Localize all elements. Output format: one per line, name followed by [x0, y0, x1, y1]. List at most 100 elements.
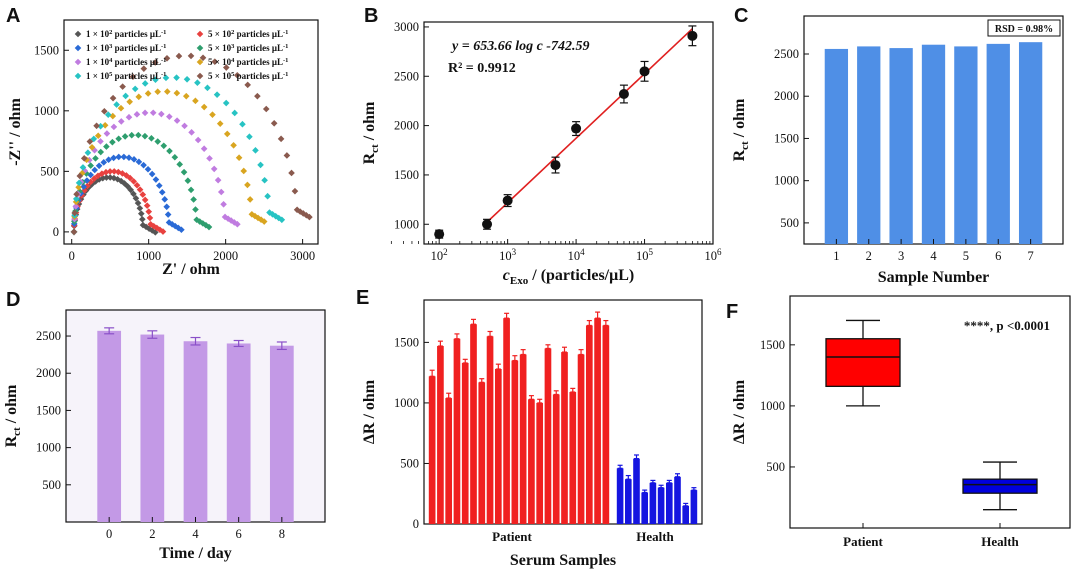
data-point [163, 54, 171, 62]
y-axis-title-text: ΔR / ohm [731, 379, 748, 444]
data-point [154, 88, 161, 96]
data-point [136, 204, 144, 212]
data-point [94, 132, 102, 140]
annotation-box [987, 19, 1061, 37]
y-axis-title-rest: / ohm [3, 384, 20, 427]
y-tick-label: 0 [53, 225, 59, 239]
data-point [152, 76, 159, 84]
legend-unit: particles μL [234, 57, 283, 67]
data-point [257, 216, 265, 224]
x-tick-base: 10 [568, 249, 581, 263]
x-tick-label: 1 [833, 249, 839, 263]
data-point [75, 179, 83, 187]
legend-exp: 2 [109, 29, 112, 36]
fit-line [486, 28, 693, 223]
data-point [210, 165, 218, 173]
x-tick-exp: 4 [580, 247, 585, 257]
data-point [251, 212, 259, 220]
data-point [126, 98, 133, 106]
x-category-label: Patient [843, 534, 883, 549]
legend-unit-exp: -1 [283, 43, 288, 50]
bar [954, 46, 978, 245]
bar-health [633, 458, 640, 524]
data-point [159, 228, 167, 235]
y-axis-title-sub: ct [11, 427, 23, 436]
data-point [130, 190, 137, 198]
data-point [184, 177, 192, 185]
data-point [133, 111, 141, 118]
data-point [162, 74, 170, 82]
data-point [687, 30, 698, 41]
bar-patient [494, 369, 502, 524]
bar [269, 345, 294, 522]
legend-unit-exp: -1 [161, 57, 166, 64]
data-point [75, 200, 83, 208]
data-point [166, 113, 173, 120]
y-axis-title-sub: ct [369, 144, 381, 153]
data-point [110, 168, 118, 175]
bar [986, 43, 1010, 244]
data-point [269, 211, 276, 218]
fit-r2: R² = 0.9912 [448, 61, 516, 76]
legend-exp: 4 [231, 57, 235, 64]
legend-coef: 5 × 10 [208, 57, 232, 67]
data-point [106, 168, 114, 175]
legend-unit-exp: -1 [161, 43, 166, 50]
legend-unit: particles μL [112, 43, 161, 53]
y-axis-title: Rct / ohm [3, 384, 23, 447]
data-point [158, 188, 166, 196]
bar-health [657, 487, 665, 524]
data-point [126, 174, 134, 182]
y-tick-label: 500 [780, 216, 799, 230]
y-tick-label: 2500 [774, 47, 799, 61]
data-point [220, 201, 227, 208]
legend-unit: particles μL [234, 71, 283, 81]
x-axis-title: cExo / (particles/μL) [503, 267, 634, 287]
data-point [205, 223, 213, 231]
box-patient [825, 319, 901, 407]
y-axis-title-main: R [361, 152, 378, 164]
data-point [254, 92, 261, 100]
bar-patient [544, 348, 552, 524]
bar-patient [519, 354, 527, 524]
x-axis-title: Serum Samples [510, 552, 616, 569]
data-point [171, 153, 179, 161]
legend-coef: 1 × 10 [86, 29, 110, 39]
data-point [217, 188, 225, 196]
x-tick-exp: 3 [512, 247, 517, 257]
bar-patient [577, 354, 585, 524]
data-point [149, 109, 157, 117]
data-point [283, 152, 291, 159]
bar [824, 48, 849, 244]
data-point [222, 64, 230, 71]
panel-letter: F [726, 301, 738, 323]
data-point [70, 228, 78, 236]
data-point [168, 220, 176, 228]
data-point [194, 79, 201, 87]
data-point [202, 221, 210, 229]
data-point [79, 164, 87, 171]
data-point [163, 88, 171, 95]
x-tick-label: 5 [963, 249, 969, 263]
data-point [270, 119, 278, 127]
x-category-label: Health [981, 534, 1019, 549]
data-point [72, 195, 80, 203]
data-point [103, 143, 110, 150]
legend-coef: 1 × 10 [86, 57, 110, 67]
legend-exp: 5 [231, 71, 235, 78]
x-tick-label: 3000 [290, 249, 315, 263]
data-point [222, 99, 230, 107]
data-point [173, 89, 181, 97]
data-point [141, 132, 149, 140]
series-4 [70, 131, 213, 236]
data-point [115, 153, 123, 161]
data-point [192, 97, 199, 105]
data-point [88, 180, 96, 188]
y-axis-title-text: ΔR / ohm [361, 379, 378, 444]
panel-e: E 0 500 1000 1500 Patient Health Serum Samples Δ… [356, 287, 703, 569]
y-tick-label: 1500 [36, 403, 61, 417]
data-point [246, 196, 254, 203]
data-point [143, 202, 151, 209]
data-point [76, 172, 84, 180]
panel-f: F 500 1000 1500 Patient Health ****, p <0.0001… [726, 295, 1071, 549]
